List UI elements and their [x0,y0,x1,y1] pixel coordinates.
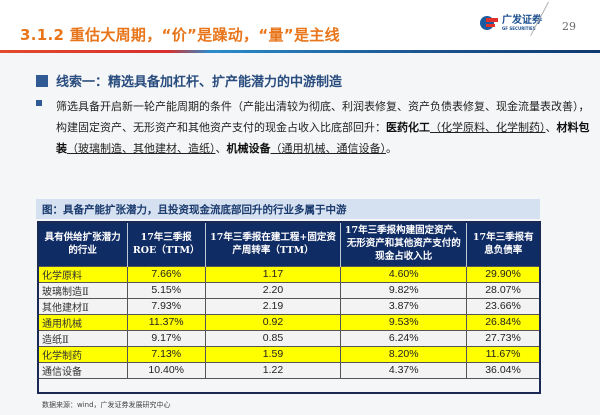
separator: 、 [545,121,557,134]
cell-turnover: 1.17 [204,265,342,283]
keyword-materials: 材料包装 [56,121,590,155]
table-header-row: 具有供给扩张潜力的行业 17年三季报ROE（TTM） 17年三季报在建工程+固定… [38,222,540,266]
cell-turnover: 2.20 [204,281,342,299]
header-roe: 17年三季报ROE（TTM） [126,222,206,266]
section-heading: 线索一：精选具备加杠杆、扩产能潜力的中游制造 [36,71,342,90]
bullet-paragraph: 筛选具备开启新一轮产能周期的条件（产能出清较为彻底、利润表修复、资产负债表修复、… [36,96,592,159]
figure-caption: 图：具备产能扩张潜力，且投资现金流底部回升的行业多属于中游 [42,204,347,216]
cell-cash-ratio: 6.24% [340,329,468,347]
detail-pharma-chem: （化学原料、化学制药） [430,121,546,134]
header-cash-ratio: 17年三季报构建固定资产、无形资产和其他资产支付的现金占收入比 [340,222,467,266]
table-row: 其他建材Ⅱ 7.93% 2.19 3.87% 23.66% [38,297,540,315]
detail-machinery: （通用机械、通信设备） [270,142,387,155]
cell-cash-ratio: 9.82% [340,281,468,299]
table-row: 通用机械 11.37% 0.92 9.53% 26.84% [38,313,540,331]
square-bullet-icon [36,100,42,106]
cell-debt-ratio: 27.73% [466,329,540,347]
gf-logo-icon [480,14,500,32]
header-turnover: 17年三季报在建工程+固定资产周转率（TTM） [204,222,341,266]
company-logo: 广发证券 GF SECURITIES [480,14,542,32]
cell-turnover: 1.59 [204,345,342,363]
cell-roe: 11.37% [126,313,206,331]
cell-industry: 通信设备 [38,361,128,379]
cell-industry: 其他建材Ⅱ [38,297,128,315]
cell-turnover: 2.19 [204,297,342,315]
cell-roe: 7.13% [126,345,206,363]
cell-debt-ratio: 36.04% [466,361,540,379]
keyword-pharma-chem: 医药化工 [386,121,430,134]
cell-cash-ratio: 4.60% [340,265,468,283]
cell-turnover: 0.85 [204,329,342,347]
cell-industry: 化学原料 [38,265,128,283]
separator: 、 [215,142,227,155]
table-row: 造纸Ⅱ 9.17% 0.85 6.24% 27.73% [38,329,540,347]
paragraph-text: 筛选具备开启新一轮产能周期的条件（产能出清较为彻底、利润表修复、资产负债表修复、… [56,96,592,159]
logo-english-name: GF SECURITIES [502,25,536,31]
cell-industry: 通用机械 [38,313,128,331]
cell-cash-ratio: 4.37% [340,361,468,379]
cell-debt-ratio: 26.84% [466,313,540,331]
cell-cash-ratio: 8.20% [340,345,468,363]
period: 。 [386,142,397,155]
detail-materials: （玻璃制造、其他建材、造纸） [67,142,216,155]
figure-caption-bar [36,199,540,219]
paragraph-intro: 筛选具备开启新一轮产能周期的条件（产能出清较为彻底、利润表修复、资产负债表修复、… [56,100,590,134]
cell-roe: 10.40% [126,361,206,379]
logo-chinese-name: 广发证券 [502,14,542,26]
industry-table: 具有供给扩张潜力的行业 17年三季报ROE（TTM） 17年三季报在建工程+固定… [38,222,540,379]
section-heading-text: 线索一：精选具备加杠杆、扩产能潜力的中游制造 [56,75,343,90]
data-source: 数据来源：wind，广发证券发展研究中心 [42,401,171,409]
table-row: 玻璃制造Ⅱ 5.15% 2.20 9.82% 28.07% [38,281,540,299]
header-industry: 具有供给扩张潜力的行业 [38,222,128,266]
cell-roe: 7.66% [126,265,206,283]
cell-industry: 玻璃制造Ⅱ [38,281,128,299]
cell-roe: 7.93% [126,297,206,315]
cell-industry: 造纸Ⅱ [38,329,128,347]
cell-industry: 化学制药 [38,345,128,363]
header-divider [0,50,600,53]
header-debt-ratio: 17年三季报有息负债率 [466,222,540,266]
cell-debt-ratio: 23.66% [466,297,540,315]
cell-turnover: 1.22 [204,361,342,379]
cell-cash-ratio: 3.87% [340,297,468,315]
cell-turnover: 0.92 [204,313,342,331]
cell-roe: 9.17% [126,329,206,347]
square-bullet-icon [36,74,48,87]
table-row: 化学原料 7.66% 1.17 4.60% 29.90% [38,265,540,283]
table-row: 通信设备 10.40% 1.22 4.37% 36.04% [38,361,540,379]
keyword-machinery: 机械设备 [226,142,271,155]
cell-roe: 5.15% [126,281,206,299]
page-title: 3.1.2 重估大周期，“价”是躁动，“量”是主线 [20,26,340,44]
cell-debt-ratio: 28.07% [466,281,540,299]
cell-debt-ratio: 11.67% [466,345,540,363]
table-row: 化学制药 7.13% 1.59 8.20% 11.67% [38,345,540,363]
cell-debt-ratio: 29.90% [466,265,540,283]
cell-cash-ratio: 9.53% [340,313,468,331]
page-number: 29 [562,20,576,33]
